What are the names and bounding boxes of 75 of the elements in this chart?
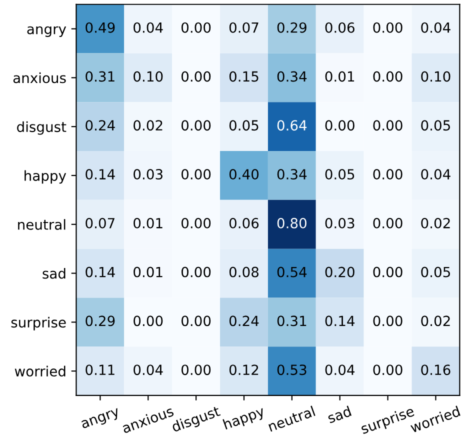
data-label: 0.29 [277, 22, 306, 33]
x-tick-label: happy [222, 405, 266, 432]
data-label: 0.40 [229, 169, 259, 180]
data-label: 0.24 [86, 120, 115, 131]
data-label: 0.00 [182, 316, 211, 326]
data-label: 0.05 [421, 266, 450, 278]
data-label: 0.49 [86, 22, 115, 33]
data-label: 0.00 [373, 22, 402, 33]
data-label: 0.34 [277, 71, 307, 82]
data-label: 0.00 [182, 266, 211, 278]
data-label: 0.64 [277, 120, 307, 131]
data-label: 0.03 [325, 218, 354, 228]
data-label: 0.05 [325, 169, 354, 180]
y-tick-label: happy [24, 170, 66, 184]
data-label: 0.53 [277, 364, 306, 376]
data-label: 0.07 [86, 218, 114, 228]
y-tick-label: neutral [18, 219, 66, 230]
y-tick-label: sad [42, 268, 66, 279]
data-label: 0.80 [277, 218, 306, 228]
data-label: 0.24 [229, 316, 259, 326]
data-label: 0.16 [421, 364, 450, 376]
data-label: 0.00 [325, 120, 354, 131]
y-tick-label: surprise [11, 316, 66, 330]
data-label: 0.00 [373, 316, 402, 326]
y-tick-label: anxious [13, 72, 66, 84]
data-label: 0.11 [86, 364, 114, 376]
data-label: 0.04 [421, 169, 450, 180]
data-label: 0.01 [134, 218, 162, 228]
data-label: 0.14 [86, 169, 115, 180]
data-label: 0.02 [134, 120, 162, 131]
data-label: 0.00 [182, 218, 211, 228]
data-label: 0.00 [373, 169, 402, 180]
data-label: 0.00 [182, 71, 211, 82]
data-label: 0.00 [182, 169, 211, 180]
data-label: 0.31 [277, 316, 306, 326]
data-label: 0.10 [421, 71, 450, 82]
data-label: 0.01 [325, 71, 354, 82]
data-label: 0.07 [229, 22, 258, 33]
data-label: 0.14 [86, 266, 115, 278]
data-label: 0.04 [134, 364, 163, 376]
y-tick-label: worried [14, 366, 66, 377]
data-label: 0.04 [134, 22, 163, 33]
data-label: 0.00 [182, 364, 211, 376]
data-label: 0.00 [373, 120, 402, 131]
data-label: 0.15 [229, 71, 258, 82]
data-label: 0.04 [325, 364, 355, 376]
data-label: 0.54 [277, 266, 307, 278]
data-label: 0.02 [421, 316, 450, 326]
data-label: 0.05 [421, 120, 450, 131]
data-label: 0.00 [373, 71, 402, 82]
data-label: 0.34 [277, 169, 307, 180]
data-label: 0.10 [134, 71, 163, 82]
data-label: 0.06 [229, 218, 259, 228]
data-label: 0.00 [373, 266, 402, 278]
data-label: 0.29 [86, 316, 115, 326]
data-label: 0.31 [86, 71, 114, 82]
data-label: 0.00 [182, 22, 211, 33]
data-label: 0.05 [229, 120, 258, 131]
data-label: 0.20 [325, 266, 354, 278]
data-label: 0.00 [373, 364, 402, 376]
data-label: 0.01 [134, 266, 162, 278]
data-label: 0.04 [421, 22, 450, 33]
data-label: 0.03 [134, 169, 162, 180]
data-label: 0.02 [421, 218, 450, 228]
y-tick-label: angry [27, 26, 66, 37]
data-label: 0.00 [182, 120, 211, 131]
data-label: 0.00 [373, 218, 402, 228]
y-tick-label: disgust [17, 121, 66, 135]
data-label: 0.14 [325, 316, 355, 326]
data-label: 0.06 [325, 22, 354, 33]
x-tick-label: sad [326, 406, 352, 424]
x-tick-label: angry [80, 408, 121, 432]
data-label: 0.12 [229, 364, 258, 376]
data-label: 0.00 [134, 316, 163, 326]
data-label: 0.08 [229, 266, 259, 278]
